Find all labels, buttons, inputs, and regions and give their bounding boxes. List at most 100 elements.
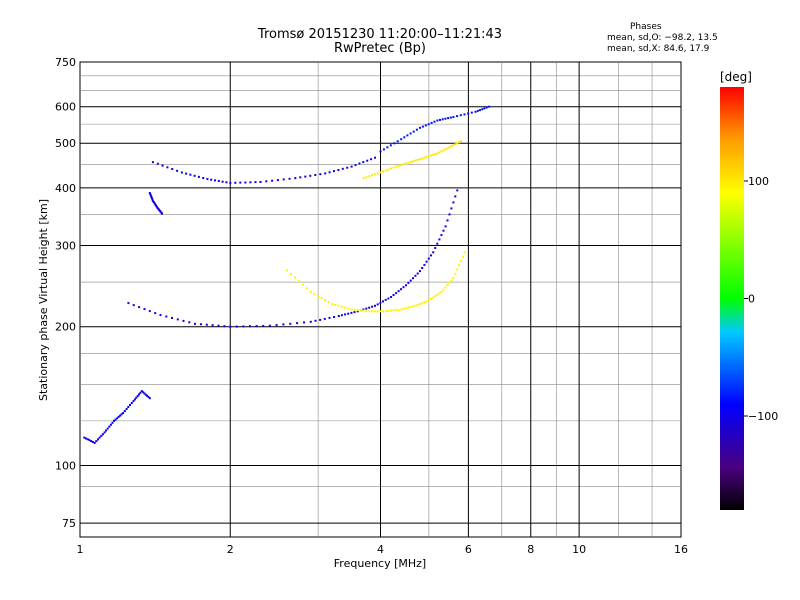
echo-point [395, 165, 398, 168]
echo-point [403, 136, 406, 139]
echo-point [436, 242, 439, 245]
echo-point [404, 307, 407, 310]
echo-point [392, 166, 395, 169]
echo-point [371, 310, 374, 313]
colorbar [720, 87, 744, 510]
x-tick-label: 1 [77, 543, 84, 556]
echo-point [123, 410, 126, 412]
echo-point [415, 128, 418, 131]
x-tick-label: 4 [377, 543, 384, 556]
echo-point [366, 159, 369, 162]
echo-point [176, 318, 179, 321]
echo-point [113, 419, 115, 422]
echo-point [439, 118, 441, 121]
echo-point [108, 425, 111, 428]
echo-point [117, 415, 120, 418]
echo-point [165, 315, 168, 318]
echo-point [427, 299, 430, 302]
echo-point [93, 441, 96, 444]
echo-point [368, 175, 371, 178]
echo-point [438, 151, 441, 154]
echo-point [334, 303, 337, 306]
echo-point [396, 140, 399, 143]
echo-point [106, 427, 109, 430]
y-tick-label: 750 [55, 56, 76, 69]
echo-point [136, 395, 139, 398]
echo-point [442, 229, 445, 232]
echo-point [400, 288, 402, 291]
echo-point [414, 304, 417, 307]
echo-point [244, 181, 247, 184]
echo-point [440, 150, 443, 153]
echo-point [298, 280, 300, 283]
echo-point [454, 272, 457, 275]
echo-point [314, 319, 317, 322]
x-tick-label: 16 [674, 543, 688, 556]
echo-point [320, 297, 323, 299]
echo-point [214, 179, 216, 182]
echo-point [460, 140, 462, 143]
echo-point [259, 181, 262, 183]
y-tick-labels: 75 100 200 300 400 500 600 750 [55, 56, 76, 530]
echo-point [309, 290, 312, 293]
echo-point [95, 440, 98, 443]
echo-point [199, 323, 202, 326]
echo-point [434, 247, 437, 249]
x-tick-labels: 1 2 4 6 8 10 16 [77, 543, 689, 556]
echo-point [180, 171, 183, 174]
echo-point [430, 298, 432, 301]
echo-point [421, 267, 424, 269]
echo-point [101, 433, 104, 436]
echo-point [463, 113, 466, 116]
echo-point [402, 163, 405, 166]
echo-point [255, 325, 258, 328]
echo-point [234, 181, 237, 184]
major-grid [80, 62, 681, 537]
echo-point [456, 142, 459, 145]
echo-point [460, 259, 462, 262]
echo-point [362, 308, 365, 311]
echo-point [438, 292, 441, 295]
echo-point [294, 276, 296, 279]
echo-point [353, 308, 356, 311]
echo-point [143, 392, 146, 395]
chart-subtitle: RwPretec (Bp) [333, 41, 427, 56]
echo-point [328, 171, 331, 174]
colorbar-tick-label: 0 [748, 293, 755, 306]
echo-point [294, 177, 297, 180]
echo-point [390, 296, 393, 298]
echo-point [454, 195, 457, 198]
echo-point [350, 311, 353, 314]
echo-point [271, 179, 274, 182]
echo-point [197, 175, 200, 178]
echo-point [309, 320, 312, 323]
echo-point [155, 205, 158, 208]
echo-point [286, 269, 289, 272]
echo-point [390, 309, 392, 312]
echo-point [386, 146, 389, 149]
echo-point [229, 182, 232, 184]
echo-point [392, 294, 395, 296]
echo-point [346, 166, 349, 169]
echo-point [130, 402, 133, 404]
echo-point [282, 323, 285, 326]
echo-point [371, 305, 374, 308]
echo-point [347, 312, 350, 315]
echo-point [423, 301, 426, 304]
echo-point [387, 168, 390, 171]
echo-point [125, 408, 128, 410]
echo-point [425, 300, 428, 303]
echo-point [373, 310, 376, 313]
echo-point [324, 299, 326, 301]
echo-point [409, 161, 412, 164]
echo-point [146, 394, 149, 397]
echo-point [376, 303, 379, 306]
echo-point [149, 193, 152, 196]
y-tick-label: 400 [55, 182, 76, 195]
echo-point [376, 172, 379, 175]
echo-point [176, 169, 179, 172]
echo-point [407, 281, 410, 284]
phases-heading: Phases [630, 22, 662, 32]
echo-point [379, 150, 382, 153]
echo-point [440, 234, 443, 237]
